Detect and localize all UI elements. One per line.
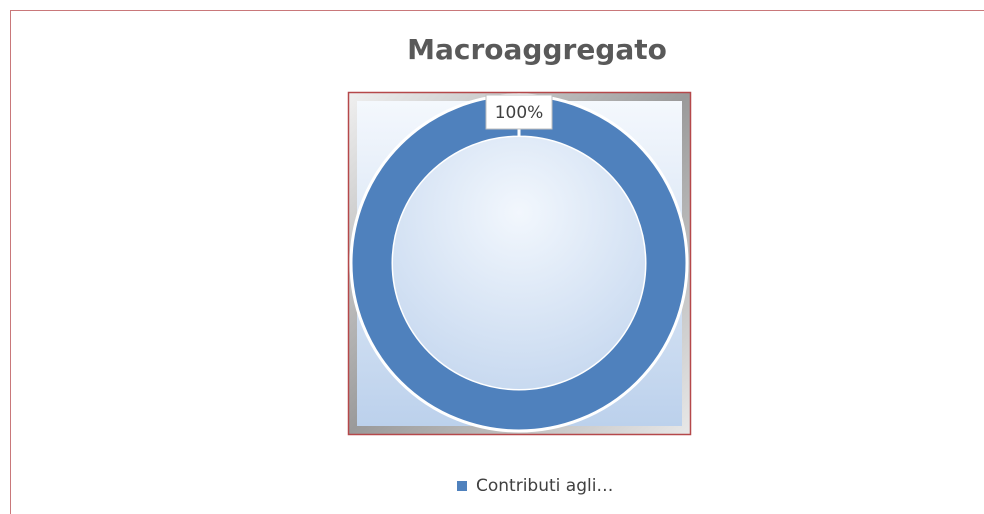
data-label-box <box>485 94 553 130</box>
donut-hole <box>393 137 645 389</box>
legend-swatch <box>457 481 467 491</box>
chart-title: Macroaggregato <box>407 33 667 66</box>
data-label: 100% <box>495 103 544 123</box>
legend-label: Contributi agli… <box>476 476 613 496</box>
